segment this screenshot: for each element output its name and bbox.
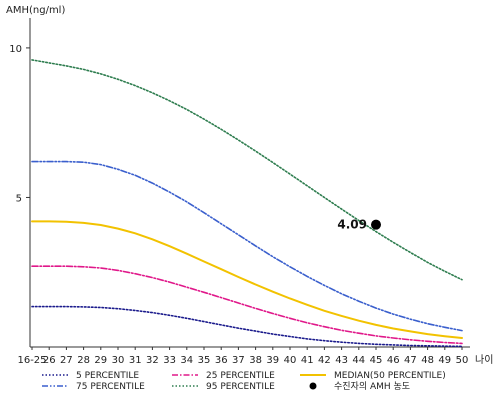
patient-marker: 4.09 — [337, 218, 381, 232]
legend: 5 PERCENTILE 25 PERCENTILE MEDIAN(50 PERCE… — [42, 371, 446, 392]
legend-label: 수진자의 AMH 농도 — [334, 381, 410, 392]
x-tick-label: 37 — [232, 355, 245, 366]
legend-label: 25 PERCENTILE — [206, 371, 275, 381]
x-tick-label: 48 — [421, 355, 434, 366]
legend-marker-swatch — [309, 382, 317, 390]
x-tick-label: 27 — [60, 355, 73, 366]
x-tick-label: 30 — [112, 355, 125, 366]
y-tick-label: 5 — [16, 193, 22, 204]
x-tick-label: 38 — [249, 355, 262, 366]
x-tick-label: 39 — [266, 355, 279, 366]
legend-label: 5 PERCENTILE — [76, 371, 139, 381]
x-tick-label: 32 — [146, 355, 159, 366]
x-tick-label: 31 — [129, 355, 142, 366]
x-tick-label: 26 — [43, 355, 56, 366]
patient-amh-value-label: 4.09 — [337, 218, 367, 232]
x-tick-label: 36 — [215, 355, 228, 366]
x-tick-label: 34 — [180, 355, 193, 366]
series-line-5-percentile — [31, 305, 463, 348]
x-tick-label: 42 — [318, 355, 331, 366]
x-tick-label: 43 — [335, 355, 348, 366]
legend-label: MEDIAN(50 PERCENTILE) — [334, 371, 446, 381]
series-line-75-percentile — [31, 160, 463, 332]
patient-amh-point — [371, 219, 381, 230]
x-tick-label: 33 — [163, 355, 176, 366]
x-tick-label: 29 — [94, 355, 107, 366]
series-line-95-percentile — [31, 59, 463, 281]
axes — [29, 18, 470, 348]
y-ticks: 5 10 — [9, 44, 30, 204]
x-tick-label: 50 — [456, 355, 469, 366]
x-axis-title: 나이 — [475, 354, 493, 366]
x-tick-label: 35 — [198, 355, 211, 366]
series-line-median-50-percentile — [31, 220, 463, 339]
x-tick-label: 49 — [438, 355, 451, 366]
legend-label: 95 PERCENTILE — [206, 382, 275, 392]
y-tick-label: 10 — [9, 44, 22, 55]
series-lines — [31, 59, 463, 348]
x-tick-label: 16-25 — [17, 355, 46, 366]
y-axis-title: AMH(ng/ml) — [6, 5, 65, 16]
x-tick-label: 44 — [352, 355, 365, 366]
x-tick-label: 47 — [404, 355, 417, 366]
x-tick-label: 46 — [387, 355, 400, 366]
x-tick-label: 45 — [370, 355, 383, 366]
x-tick-label: 41 — [301, 355, 314, 366]
x-tick-label: 40 — [284, 355, 297, 366]
legend-label: 75 PERCENTILE — [76, 382, 145, 392]
series-line-25-percentile — [31, 265, 463, 345]
x-tick-label: 28 — [77, 355, 90, 366]
